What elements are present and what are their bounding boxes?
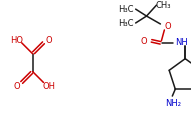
Text: O: O [45, 36, 52, 45]
Text: O: O [13, 82, 20, 91]
Text: OH: OH [43, 82, 56, 91]
Text: NH: NH [175, 38, 188, 47]
Text: H₃C: H₃C [118, 18, 133, 28]
Text: HO: HO [10, 36, 23, 45]
Text: NH₂: NH₂ [165, 99, 181, 108]
Text: O: O [164, 22, 171, 32]
Text: CH₃: CH₃ [156, 1, 171, 10]
Text: H₃C: H₃C [118, 5, 133, 14]
Text: O: O [140, 37, 147, 46]
